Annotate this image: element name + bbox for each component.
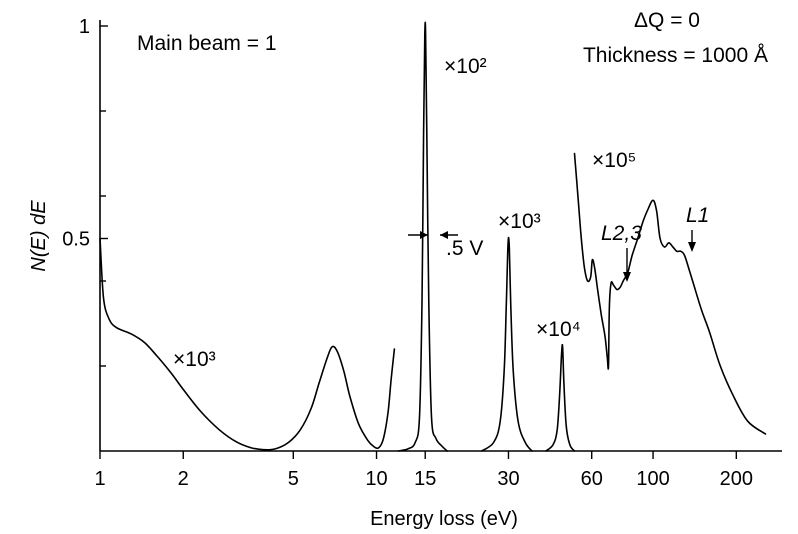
x-axis-label: Energy loss (eV) xyxy=(370,508,518,530)
x-tick-label-7: 100 xyxy=(636,468,669,490)
scale-label-series-0: ×10³ xyxy=(173,348,216,371)
fwhm-marker: .5 V xyxy=(408,231,483,260)
x-tick-label-1: 2 xyxy=(178,468,189,490)
fwhm-label: .5 V xyxy=(446,237,483,260)
x-axis-ticks: 1 2 5 10 15 30 60 100 200 xyxy=(94,451,753,490)
series-line-2 xyxy=(480,236,533,452)
series-line-0 xyxy=(99,237,396,451)
x-tick-label-3: 10 xyxy=(365,468,387,490)
main-beam-annotation: Main beam = 1 xyxy=(137,32,277,55)
series-line-3 xyxy=(545,343,576,452)
series-line-4 xyxy=(573,152,767,435)
y-tick-label-1: 0.5 xyxy=(62,229,90,251)
scale-label-series-3: ×10⁴ xyxy=(536,318,581,341)
x-tick-label-0: 1 xyxy=(94,468,105,490)
scale-label-series-2: ×10³ xyxy=(498,210,541,233)
thickness-annotation: Thickness = 1000 Å xyxy=(583,44,768,67)
scale-label-series-4: ×10⁵ xyxy=(592,149,636,172)
x-tick-label-8: 200 xyxy=(720,468,753,490)
delta-q-annotation: ΔQ = 0 xyxy=(634,9,700,32)
y-axis-label: N(E) dE xyxy=(28,200,50,272)
x-tick-label-5: 30 xyxy=(497,468,519,490)
series-group xyxy=(99,21,767,452)
edge-l23-marker: L2,3 xyxy=(601,222,642,282)
y-tick-label-0: 1 xyxy=(79,16,90,38)
x-tick-label-2: 5 xyxy=(288,468,299,490)
y-axis-ticks: 10.5 xyxy=(62,16,108,367)
x-tick-label-4: 15 xyxy=(414,468,436,490)
scale-label-series-1: ×10² xyxy=(444,55,487,78)
svg-text:L2,3: L2,3 xyxy=(601,222,642,245)
svg-text:L1: L1 xyxy=(686,204,709,227)
edge-l1-marker: L1 xyxy=(686,204,709,252)
x-tick-label-6: 60 xyxy=(581,468,603,490)
series-line-1 xyxy=(397,21,448,452)
